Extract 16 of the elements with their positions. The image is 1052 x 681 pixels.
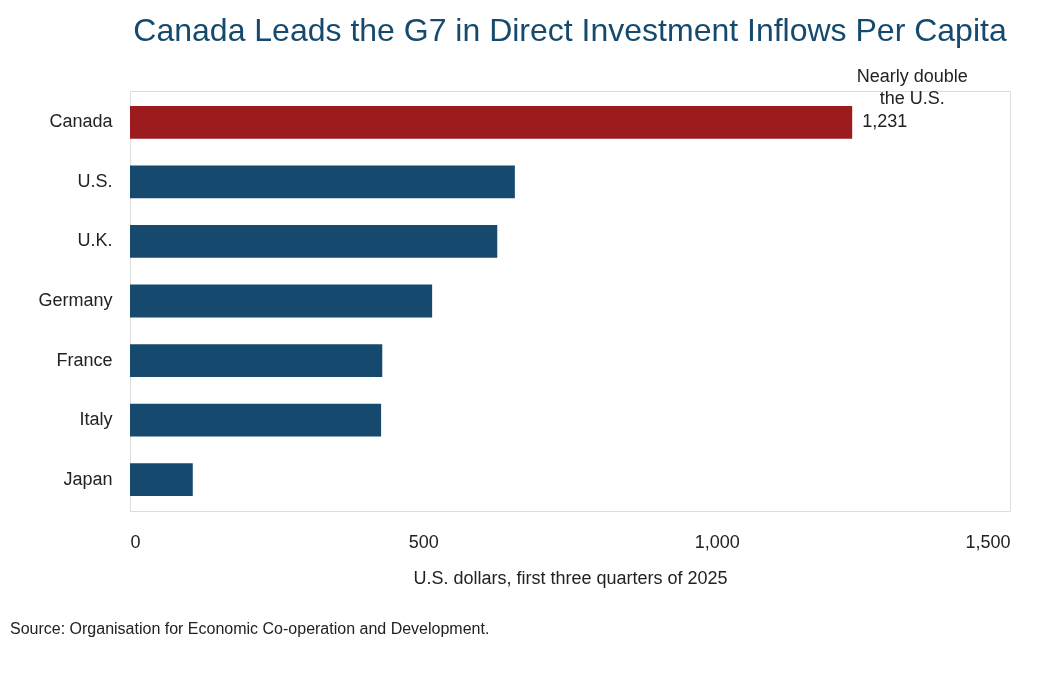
x-axis-title: U.S. dollars, first three quarters of 2025 bbox=[413, 567, 728, 588]
source-note: Source: Organisation for Economic Co-operation and Development. bbox=[10, 620, 490, 637]
x-tick-label: 1,500 bbox=[965, 531, 1011, 552]
x-tick-label: 1,000 bbox=[694, 531, 740, 552]
annotation: Nearly double the U.S. bbox=[856, 66, 968, 109]
y-tick-label: France bbox=[56, 349, 113, 370]
y-tick-label: U.S. bbox=[77, 170, 113, 191]
y-tick-label: Canada bbox=[49, 111, 114, 132]
y-tick-label: Italy bbox=[79, 409, 113, 430]
x-tick-label: 0 bbox=[130, 531, 141, 552]
data-label: 1,231 bbox=[862, 111, 908, 132]
y-tick-label: U.K. bbox=[77, 230, 113, 251]
x-tick-label: 500 bbox=[408, 531, 439, 552]
y-tick-label: Japan bbox=[63, 468, 113, 489]
y-tick-label: Germany bbox=[38, 290, 113, 310]
chart-title: Canada Leads the G7 in Direct Investment Inflows Per Capita bbox=[133, 12, 1007, 49]
